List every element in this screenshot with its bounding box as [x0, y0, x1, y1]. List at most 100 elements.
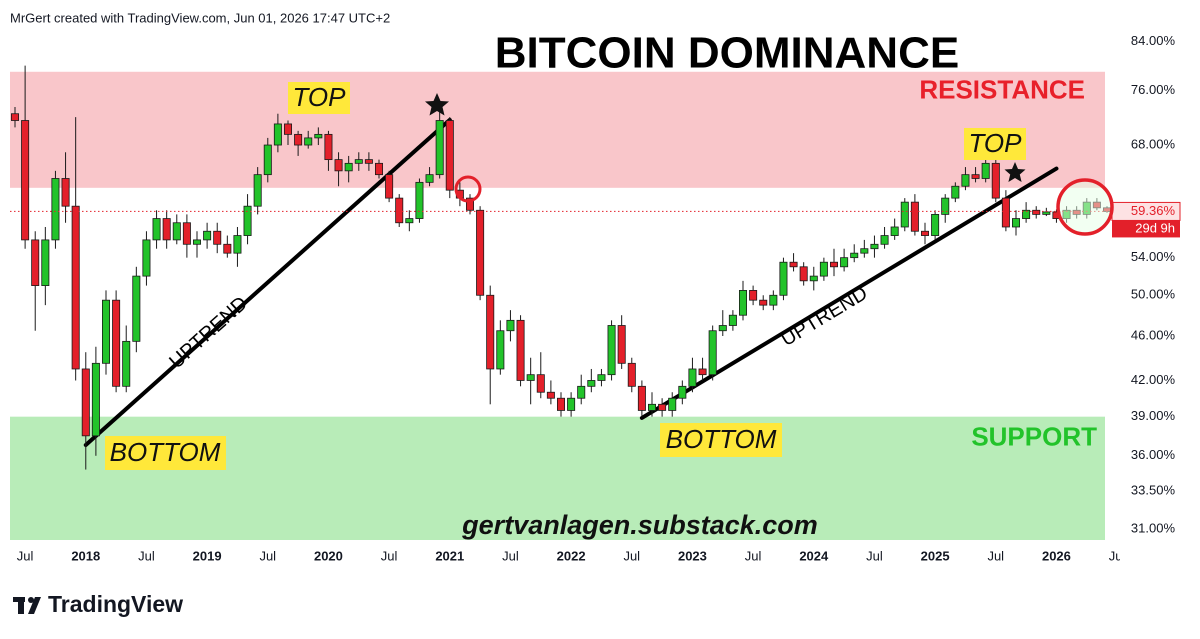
x-tick-label: 2021 — [435, 548, 464, 563]
candle-body — [213, 230, 222, 245]
x-tick-label: 2024 — [799, 548, 829, 563]
candle-body — [182, 222, 191, 245]
candle-body — [465, 197, 474, 211]
tag-box — [288, 82, 350, 114]
candle-body — [304, 137, 313, 146]
candle-body — [557, 397, 566, 411]
candle-body — [385, 174, 394, 199]
candle-body — [1001, 197, 1010, 228]
candle-body — [759, 299, 768, 306]
candle-body — [819, 261, 828, 277]
candle-body — [152, 218, 161, 241]
candle-body — [637, 385, 646, 411]
zone — [10, 71, 1105, 188]
x-tick-label: Jul — [866, 548, 883, 563]
candle-body — [102, 299, 111, 364]
x-axis: Jul 2018 Jul 2019 Jul 2020 Jul 2021 Jul 2022 Jul 20… — [17, 548, 1120, 563]
candle-body — [435, 120, 444, 176]
candle-body — [546, 391, 555, 399]
tag: TOP — [293, 82, 347, 112]
credit: MrGert created with TradingView.com, Jun… — [10, 10, 390, 25]
tag-box — [660, 423, 782, 457]
highlight-circle — [454, 175, 482, 203]
candle-body — [577, 385, 586, 399]
candle-body — [445, 120, 454, 191]
star — [425, 93, 449, 116]
candle-body — [769, 294, 778, 306]
candle-body — [880, 235, 889, 245]
candle-body — [172, 222, 181, 241]
zone-label: SUPPORT — [971, 422, 1097, 452]
tag: BOTTOM — [110, 437, 221, 467]
candle-body — [192, 239, 201, 245]
candle-body — [910, 201, 919, 232]
candle-body — [374, 162, 383, 176]
y-tick-label: 42.00% — [1131, 372, 1176, 387]
candle-body — [91, 362, 100, 437]
candle-body — [900, 201, 909, 228]
candle-body — [1012, 218, 1021, 228]
candle-body — [718, 325, 727, 332]
star — [1004, 162, 1026, 182]
candle-body — [830, 261, 839, 268]
candle-body — [21, 120, 30, 241]
candle-body — [597, 374, 606, 381]
watermark: gertvanlagen.substack.com — [461, 510, 818, 540]
candle-body — [122, 340, 131, 387]
candle-body — [809, 275, 818, 282]
candle-body — [991, 162, 1000, 199]
y-tick-label: 54.00% — [1131, 249, 1176, 264]
candle-body — [506, 319, 515, 332]
trend-label: UPTREND — [777, 282, 871, 351]
candle-body — [941, 197, 950, 215]
y-tick-label: 33.50% — [1131, 482, 1176, 497]
x-tick-label: 2023 — [678, 548, 707, 563]
candle-body — [283, 123, 292, 135]
candle-body — [931, 213, 940, 236]
y-tick-label: 50.00% — [1131, 287, 1176, 302]
x-tick-label: Jul — [623, 548, 640, 563]
candle-body — [263, 144, 272, 176]
y-tick-label: 36.00% — [1131, 447, 1176, 462]
x-tick-label: 2025 — [921, 548, 950, 563]
tag: BOTTOM — [666, 424, 777, 454]
x-tick-label: Jul — [17, 548, 34, 563]
candle-body — [779, 261, 788, 296]
trendline — [639, 166, 1059, 420]
x-tick-label: 2026 — [1042, 548, 1071, 563]
candle-body — [334, 159, 343, 172]
candle-body — [253, 174, 262, 207]
candle-body — [688, 368, 697, 387]
candle-body — [10, 113, 19, 121]
candle-body — [81, 368, 90, 437]
x-tick-label: Jul — [745, 548, 762, 563]
candle-body — [627, 362, 636, 387]
candle-body — [799, 266, 808, 282]
candle-body — [607, 325, 616, 376]
tag-box — [105, 436, 226, 470]
candle-body — [71, 205, 80, 370]
x-tick-label: Jul — [259, 548, 276, 563]
candle-body — [243, 205, 252, 236]
candle-body — [921, 230, 930, 236]
candle-body — [1032, 209, 1041, 215]
candle-body — [112, 299, 121, 387]
candle-body — [698, 368, 707, 376]
candle-body — [203, 230, 212, 241]
candle-body — [860, 248, 869, 254]
candle-body — [132, 275, 141, 342]
candle-body — [951, 185, 960, 199]
chart-title: BITCOIN DOMINANCE — [495, 29, 959, 78]
candle-body — [971, 174, 980, 179]
zone-label: RESISTANCE — [919, 75, 1085, 105]
brand: TradingView — [48, 591, 183, 617]
x-tick-label: 2018 — [71, 548, 100, 563]
candle-body — [617, 325, 626, 364]
candle-body — [536, 374, 545, 393]
y-tick-label: 76.00% — [1131, 82, 1176, 97]
x-tick-label: 2020 — [314, 548, 343, 563]
x-tick-label: 2022 — [557, 548, 586, 563]
candle-body — [415, 181, 424, 219]
candle-body — [223, 243, 232, 254]
candle-body — [476, 209, 485, 296]
